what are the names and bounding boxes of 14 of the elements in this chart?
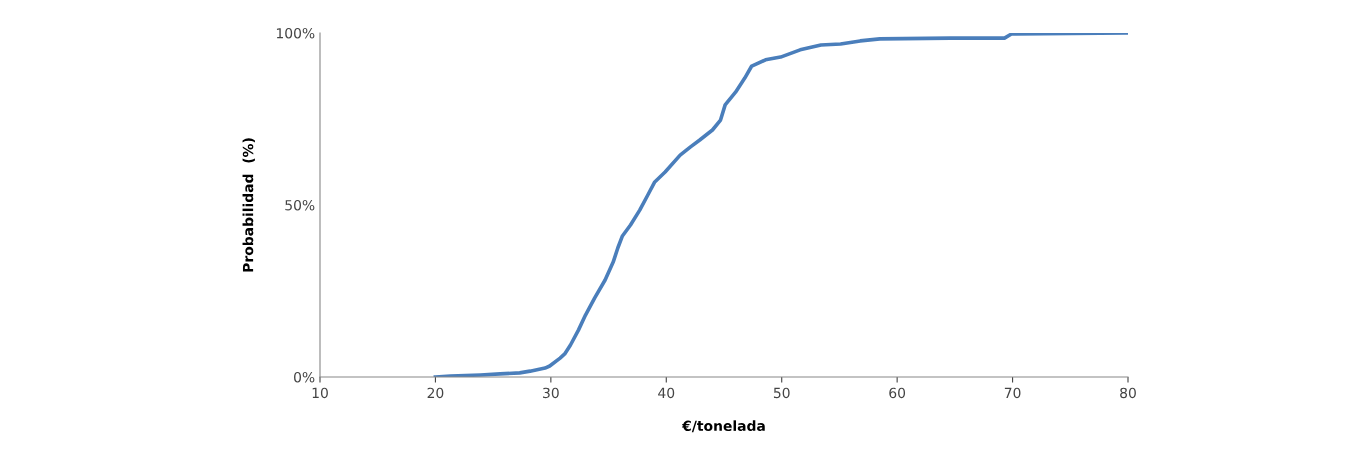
x-tick-label: 30	[543, 387, 559, 399]
x-tick-label: 70	[1004, 387, 1021, 399]
x-tick-label: 10	[312, 387, 328, 399]
x-tick-label: 60	[889, 387, 906, 399]
x-axis-title: €/tonelada	[681, 420, 765, 433]
x-tick-label: 50	[773, 387, 790, 399]
y-tick-label: 100%	[276, 27, 315, 39]
x-tick-label: 40	[658, 387, 675, 399]
y-tick-label: 0%	[294, 371, 315, 383]
x-tick-label: 20	[427, 387, 444, 399]
line-series	[433, 33, 1128, 377]
x-tick-label: 80	[1120, 387, 1136, 399]
y-axis-title: Probabilidad (%)	[242, 138, 255, 272]
y-tick-label: 50%	[285, 199, 315, 211]
